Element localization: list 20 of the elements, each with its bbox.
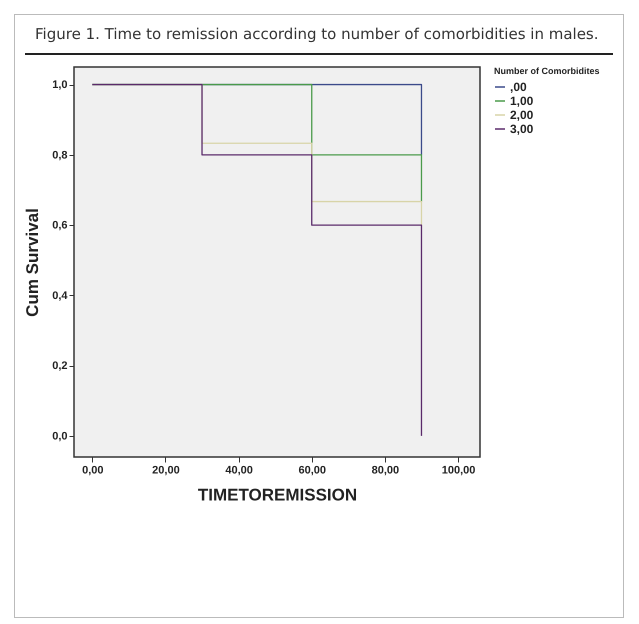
x-axis-title: TIMETOREMISSION xyxy=(198,486,358,504)
legend-label: ,00 xyxy=(510,80,528,94)
y-tick-label: 0,6 xyxy=(52,220,68,232)
y-tick-label: 0,4 xyxy=(52,290,68,302)
y-tick-label: 0,0 xyxy=(52,430,68,442)
y-axis-title: Cum Survival xyxy=(23,208,42,317)
legend-title: Number of Comorbidites xyxy=(494,66,600,76)
x-tick-label: 80,00 xyxy=(372,464,400,476)
y-tick-label: 0,2 xyxy=(52,360,68,372)
legend-label: 1,00 xyxy=(510,94,534,108)
x-tick-label: 0,00 xyxy=(82,464,104,476)
x-tick-label: 60,00 xyxy=(298,464,326,476)
x-tick-label: 100,00 xyxy=(442,464,476,476)
y-tick-label: 0,8 xyxy=(52,149,68,162)
legend-label: 3,00 xyxy=(510,122,534,136)
y-tick-label: 1,0 xyxy=(52,79,68,92)
x-tick-label: 40,00 xyxy=(225,464,253,476)
chart-title: Figure 1. Time to remission according to number of comorbidities in males. xyxy=(25,15,613,55)
legend-label: 2,00 xyxy=(510,108,534,122)
x-tick-label: 20,00 xyxy=(152,464,180,476)
